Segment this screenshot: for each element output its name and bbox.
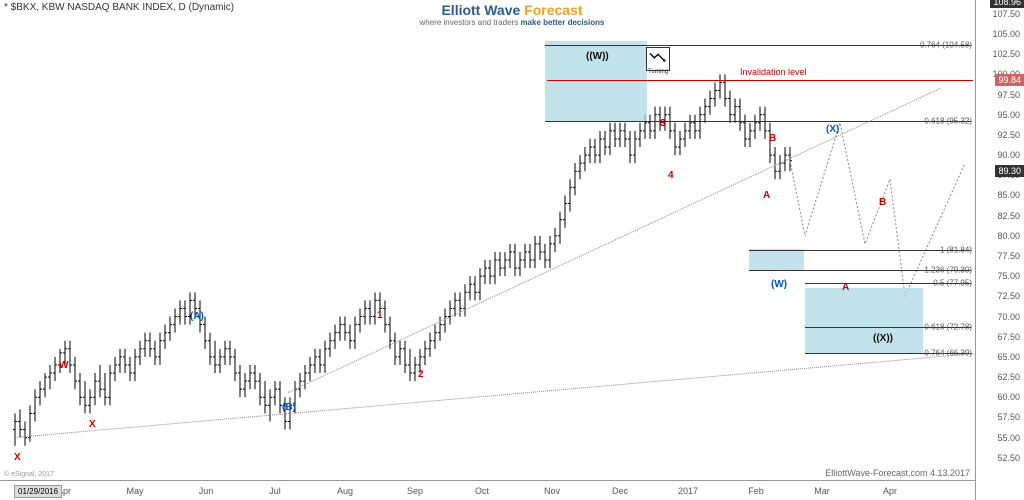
y-tick: 62.50 — [997, 372, 1020, 382]
wave-label: X — [14, 452, 21, 463]
y-tick: 75.00 — [997, 271, 1020, 281]
y-tick: 77.50 — [997, 251, 1020, 261]
y-tick: 65.00 — [997, 352, 1020, 362]
chart-container: * $BKX, KBW NASDAQ BANK INDEX, D (Dynami… — [0, 0, 1024, 500]
x-tick: Jun — [199, 486, 214, 496]
fib-label: 0.5 (77.95) — [933, 279, 972, 288]
y-tick: 57.50 — [997, 412, 1020, 422]
wave-label: B — [879, 197, 886, 208]
x-tick: Aug — [337, 486, 353, 496]
y-tick: 52.50 — [997, 453, 1020, 463]
wave-label: X — [89, 419, 96, 430]
wave-label: W — [59, 360, 68, 371]
wave-label: A — [842, 282, 849, 293]
wave-label: (A) — [190, 311, 204, 322]
y-tick: 55.00 — [997, 433, 1020, 443]
fib-line — [545, 121, 971, 122]
plot-area[interactable] — [5, 20, 975, 475]
fib-label: 0.618 (95.32) — [924, 117, 972, 126]
invalidation-label: Invalidation level — [740, 67, 807, 77]
wave-label: A — [763, 190, 770, 201]
wave-label: (W) — [771, 279, 787, 290]
footer-source: ElliottWave-Forecast.com 4.13.2017 — [825, 468, 970, 478]
x-tick: Oct — [475, 486, 489, 496]
instrument-title: * $BKX, KBW NASDAQ BANK INDEX, D (Dynami… — [4, 2, 234, 13]
y-axis: 108.96107.50105.00102.50100.0097.5095.00… — [975, 0, 1024, 500]
y-tick: 85.00 — [997, 190, 1020, 200]
invalidation-line — [547, 80, 973, 81]
y-tick: 82.50 — [997, 211, 1020, 221]
wave-label: B — [769, 133, 776, 144]
invalidation-price-marker: 99.84 — [995, 74, 1024, 86]
target-box — [749, 249, 804, 271]
y-tick: 67.50 — [997, 332, 1020, 342]
x-tick: Apr — [883, 486, 897, 496]
y-tick: 80.00 — [997, 231, 1020, 241]
wave-label: (B) — [282, 402, 296, 413]
fib-line — [545, 45, 971, 46]
fib-label: 0.618 (72.78) — [924, 323, 972, 332]
x-axis: AprMayJunJulAugSepOctNovDec2017FebMarApr — [0, 480, 975, 500]
wave-label: 3 — [660, 118, 666, 129]
fib-label: 1 (81.84) — [940, 246, 972, 255]
wave-label: ((X)) — [873, 333, 893, 344]
fib-line — [749, 250, 971, 251]
target-box — [805, 288, 923, 354]
x-tick: Feb — [748, 486, 764, 496]
y-tick: 107.50 — [992, 9, 1020, 19]
y-tick: 92.50 — [997, 130, 1020, 140]
x-tick: May — [126, 486, 143, 496]
wave-label: (X) — [826, 124, 839, 135]
x-tick: Nov — [544, 486, 560, 496]
x-tick: Dec — [612, 486, 628, 496]
y-tick: 102.50 — [992, 49, 1020, 59]
y-tick: 70.00 — [997, 312, 1020, 322]
y-tick: 60.00 — [997, 392, 1020, 402]
logo-brand2: Forecast — [524, 2, 582, 18]
logo-brand: Elliott Wave — [441, 2, 524, 18]
y-tick: 97.50 — [997, 90, 1020, 100]
x-tick: Mar — [814, 486, 830, 496]
y-tick: 90.00 — [997, 150, 1020, 160]
x-tick: 2017 — [678, 486, 698, 496]
current-price-marker: 89.30 — [995, 165, 1024, 177]
fib-label: 1.236 (79.30) — [924, 266, 972, 275]
x-tick: Jul — [269, 486, 281, 496]
y-tick: 72.50 — [997, 291, 1020, 301]
y-tick: 105.00 — [992, 29, 1020, 39]
fib-label: 0.764 (104.58) — [920, 41, 972, 50]
wave-label: 2 — [418, 369, 424, 380]
top-price-marker: 108.96 — [990, 0, 1024, 8]
y-tick: 95.00 — [997, 110, 1020, 120]
wave-label: 4 — [668, 170, 674, 181]
x-tick: Sep — [407, 486, 423, 496]
wave-label: ((W)) — [586, 51, 609, 62]
copyright: © eSignal, 2017 — [4, 471, 54, 478]
date-box: 01/29/2016 — [14, 485, 62, 498]
wave-label: 1 — [377, 310, 383, 321]
turning-icon: Turning — [646, 47, 670, 71]
